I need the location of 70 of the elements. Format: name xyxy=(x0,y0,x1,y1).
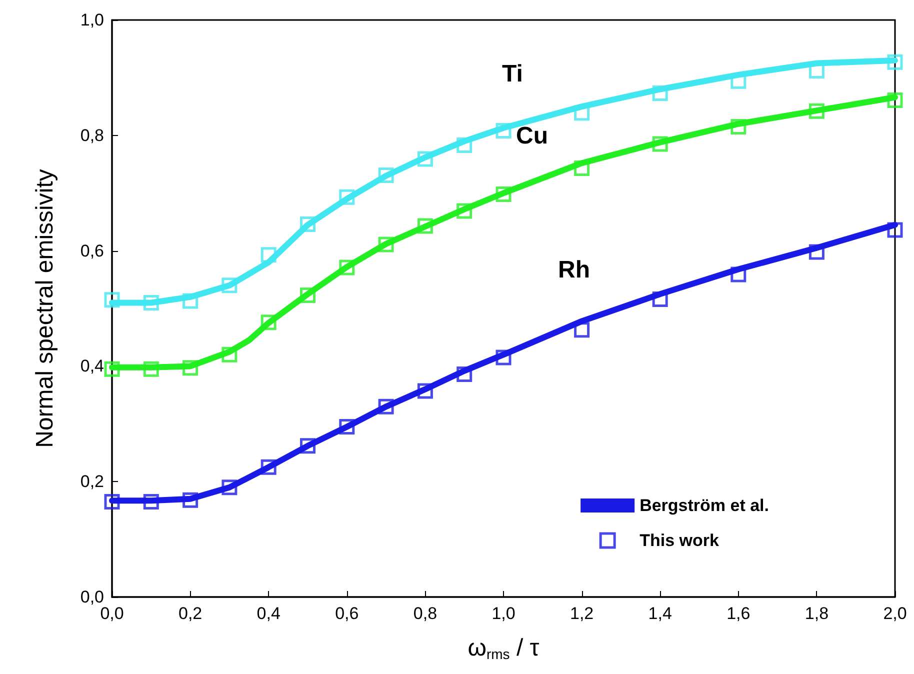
point xyxy=(574,322,590,338)
x-tick-label: 0,6 xyxy=(335,604,359,623)
y-axis-title: Normal spectral emissivity xyxy=(32,169,58,448)
y-tick-label: 0,6 xyxy=(80,241,104,260)
point xyxy=(456,203,472,219)
point xyxy=(222,346,238,362)
point xyxy=(182,293,198,309)
point xyxy=(222,278,238,294)
annotation: Ti xyxy=(502,60,523,88)
annotation: Cu xyxy=(516,122,548,150)
x-tick-label: 1,6 xyxy=(726,604,750,623)
point xyxy=(496,186,512,202)
point xyxy=(339,189,355,205)
point xyxy=(730,73,746,89)
x-tick-label: 0,4 xyxy=(256,604,280,623)
point xyxy=(143,361,159,377)
point xyxy=(339,419,355,435)
point xyxy=(887,54,903,70)
point xyxy=(496,350,512,366)
point xyxy=(104,494,120,510)
point xyxy=(652,136,668,152)
point xyxy=(104,292,120,308)
point xyxy=(300,287,316,303)
point xyxy=(182,360,198,376)
legend-label: This work xyxy=(640,531,720,550)
annotation: Rh xyxy=(558,256,590,284)
x-tick-label: 2,0 xyxy=(883,604,907,623)
point xyxy=(378,236,394,252)
point xyxy=(182,492,198,508)
point xyxy=(808,103,824,119)
point xyxy=(300,438,316,454)
point xyxy=(260,459,276,475)
point xyxy=(417,151,433,167)
x-tick-label: 1,4 xyxy=(648,604,672,623)
y-tick-label: 0,2 xyxy=(80,472,104,492)
point xyxy=(496,123,512,139)
y-tick-label: 1,0 xyxy=(80,10,104,30)
y-tick-label: 0,4 xyxy=(80,356,104,376)
point xyxy=(104,361,120,377)
point xyxy=(300,216,316,232)
point xyxy=(456,137,472,153)
point xyxy=(652,292,668,308)
point xyxy=(260,247,276,263)
point xyxy=(339,260,355,276)
point xyxy=(143,294,159,310)
x-tick-label: 1,0 xyxy=(492,604,516,623)
point xyxy=(887,92,903,108)
y-tick-label: 0,0 xyxy=(80,588,104,606)
x-tick-label: 1,8 xyxy=(804,604,829,623)
y-tick-label: 0,8 xyxy=(80,126,104,145)
point xyxy=(260,314,276,330)
point xyxy=(222,480,238,496)
point xyxy=(378,167,394,183)
x-tick-label: 1,2 xyxy=(570,604,594,623)
point xyxy=(417,218,433,234)
legend-label: Bergström et al. xyxy=(640,496,770,515)
point xyxy=(808,244,824,260)
point xyxy=(652,86,668,102)
point xyxy=(730,118,746,134)
point xyxy=(417,383,433,399)
point xyxy=(456,366,472,382)
point xyxy=(730,266,746,282)
x-tick-label: 0,2 xyxy=(178,604,202,623)
x-tick-label: 0,0 xyxy=(100,604,124,623)
point xyxy=(574,105,590,121)
x-tick-label: 0,8 xyxy=(413,604,438,623)
point xyxy=(887,222,903,238)
point xyxy=(574,160,590,176)
point xyxy=(378,398,394,414)
point xyxy=(143,494,159,510)
